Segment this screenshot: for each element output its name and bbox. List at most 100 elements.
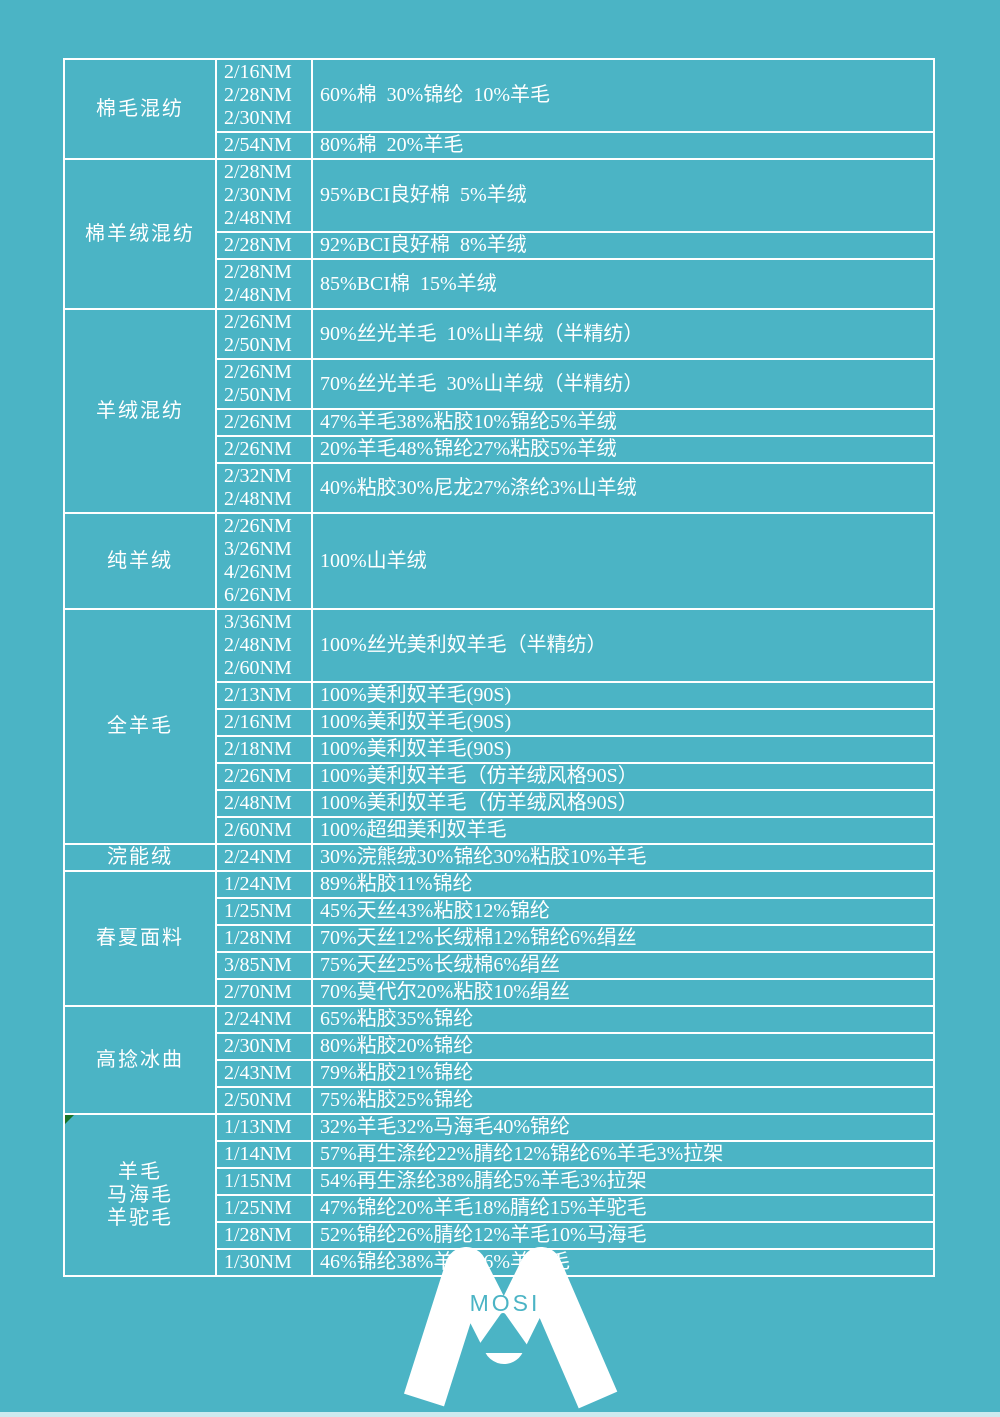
yarn-count-cell: 1/15NM bbox=[215, 1167, 313, 1196]
category-cell: 浣能绒 bbox=[63, 843, 217, 872]
logo-wordmark: MOSI bbox=[469, 1290, 541, 1316]
table-row: 羊毛 马海毛 羊驼毛 1/13NM 32%羊毛32%马海毛40%锦纶 bbox=[63, 1113, 935, 1277]
yarn-count-cell: 3/36NM 2/48NM 2/60NM bbox=[215, 608, 313, 683]
table-row: 棉羊绒混纺 2/28NM 2/30NM 2/48NM 95%BCI良好棉 5%羊绒 bbox=[63, 158, 935, 310]
table-row: 2/26NM 47%羊毛38%粘胶10%锦纶5%羊绒 bbox=[64, 408, 935, 437]
yarn-count-cell: 2/28NM 2/48NM bbox=[215, 258, 313, 310]
yarn-count-cell: 1/25NM bbox=[215, 897, 313, 926]
yarn-count-cell: 2/32NM 2/48NM bbox=[215, 462, 313, 514]
table-row: 3/85NM 75%天丝25%长绒棉6%绢丝 bbox=[64, 951, 935, 980]
composition-cell: 100%美利奴羊毛（仿羊绒风格90S） bbox=[311, 789, 935, 818]
yarn-count-cell: 2/26NM bbox=[215, 408, 313, 437]
composition-cell: 45%天丝43%粘胶12%锦纶 bbox=[311, 897, 935, 926]
table-row: 2/32NM 2/48NM 40%粘胶30%尼龙27%涤纶3%山羊绒 bbox=[64, 462, 935, 514]
yarn-count-cell: 2/30NM bbox=[215, 1032, 313, 1061]
table-row: 2/43NM 79%粘胶21%锦纶 bbox=[64, 1059, 935, 1088]
table-row: 2/60NM 100%超细美利奴羊毛 bbox=[64, 816, 935, 845]
composition-cell: 75%天丝25%长绒棉6%绢丝 bbox=[311, 951, 935, 980]
composition-cell: 100%美利奴羊毛(90S) bbox=[311, 735, 935, 764]
table-row: 1/15NM 54%再生涤纶38%腈纶5%羊毛3%拉架 bbox=[64, 1167, 935, 1196]
yarn-count-cell: 2/43NM bbox=[215, 1059, 313, 1088]
yarn-count-cell: 2/26NM bbox=[215, 435, 313, 464]
composition-cell: 65%粘胶35%锦纶 bbox=[311, 1005, 935, 1034]
category-cell: 羊毛 马海毛 羊驼毛 bbox=[63, 1113, 217, 1277]
table-row: 纯羊绒 2/26NM 3/26NM 4/26NM 6/26NM 100%山羊绒 bbox=[63, 512, 935, 610]
composition-cell: 80%棉 20%羊毛 bbox=[311, 131, 935, 160]
composition-cell: 30%浣熊绒30%锦纶30%粘胶10%羊毛 bbox=[311, 843, 935, 872]
bottom-edge-strip bbox=[0, 1412, 1000, 1417]
table-row: 2/48NM 100%美利奴羊毛（仿羊绒风格90S） bbox=[64, 789, 935, 818]
composition-cell: 100%美利奴羊毛(90S) bbox=[311, 708, 935, 737]
composition-cell: 60%棉 30%锦纶 10%羊毛 bbox=[311, 58, 935, 133]
yarn-count-cell: 2/16NM 2/28NM 2/30NM bbox=[215, 58, 313, 133]
yarn-count-cell: 2/28NM 2/30NM 2/48NM bbox=[215, 158, 313, 233]
composition-cell: 54%再生涤纶38%腈纶5%羊毛3%拉架 bbox=[311, 1167, 935, 1196]
yarn-count-cell: 2/18NM bbox=[215, 735, 313, 764]
table-row: 2/26NM 100%美利奴羊毛（仿羊绒风格90S） bbox=[64, 762, 935, 791]
table-row: 1/14NM 57%再生涤纶22%腈纶12%锦纶6%羊毛3%拉架 bbox=[64, 1140, 935, 1169]
composition-cell: 92%BCI良好棉 8%羊绒 bbox=[311, 231, 935, 260]
yarn-count-cell: 1/30NM bbox=[215, 1248, 313, 1277]
table-row: 1/30NM 46%锦纶38%羊毛16%羊驼毛 bbox=[64, 1248, 935, 1277]
composition-cell: 100%丝光美利奴羊毛（半精纺） bbox=[311, 608, 935, 683]
logo-m-icon bbox=[403, 1247, 618, 1409]
composition-cell: 75%粘胶25%锦纶 bbox=[311, 1086, 935, 1115]
composition-cell: 100%超细美利奴羊毛 bbox=[311, 816, 935, 845]
yarn-count-cell: 2/26NM 2/50NM bbox=[215, 358, 313, 410]
yarn-count-cell: 2/48NM bbox=[215, 789, 313, 818]
composition-cell: 70%丝光羊毛 30%山羊绒（半精纺） bbox=[311, 358, 935, 410]
yarn-count-cell: 1/14NM bbox=[215, 1140, 313, 1169]
composition-cell: 100%山羊绒 bbox=[311, 512, 935, 610]
category-cell: 高捻冰曲 bbox=[63, 1005, 217, 1115]
yarn-count-cell: 2/24NM bbox=[215, 843, 313, 872]
composition-cell: 85%BCI棉 15%羊绒 bbox=[311, 258, 935, 310]
fabric-table-body: 棉毛混纺 2/16NM 2/28NM 2/30NM 60%棉 30%锦纶 10%羊毛 2/… bbox=[63, 58, 935, 1277]
yarn-count-cell: 2/60NM bbox=[215, 816, 313, 845]
yarn-composition-table: 棉毛混纺 2/16NM 2/28NM 2/30NM 60%棉 30%锦纶 10%羊毛 2/… bbox=[63, 58, 935, 1277]
table-row: 浣能绒 2/24NM 30%浣熊绒30%锦纶30%粘胶10%羊毛 bbox=[63, 843, 935, 872]
table-row: 2/30NM 80%粘胶20%锦纶 bbox=[64, 1032, 935, 1061]
composition-cell: 80%粘胶20%锦纶 bbox=[311, 1032, 935, 1061]
yarn-count-cell: 3/85NM bbox=[215, 951, 313, 980]
category-cell: 羊绒混纺 bbox=[63, 308, 217, 514]
yarn-count-cell: 2/26NM bbox=[215, 762, 313, 791]
yarn-count-cell: 1/24NM bbox=[215, 870, 313, 899]
yarn-count-cell: 2/26NM 3/26NM 4/26NM 6/26NM bbox=[215, 512, 313, 610]
yarn-count-cell: 2/28NM bbox=[215, 231, 313, 260]
composition-cell: 100%美利奴羊毛(90S) bbox=[311, 681, 935, 710]
category-cell: 棉毛混纺 bbox=[63, 58, 217, 160]
table-row: 2/28NM 92%BCI良好棉 8%羊绒 bbox=[64, 231, 935, 260]
composition-cell: 40%粘胶30%尼龙27%涤纶3%山羊绒 bbox=[311, 462, 935, 514]
yarn-count-cell: 2/24NM bbox=[215, 1005, 313, 1034]
table-row: 春夏面料 1/24NM 89%粘胶11%锦纶 bbox=[63, 870, 935, 1007]
yarn-count-cell: 2/54NM bbox=[215, 131, 313, 160]
yarn-count-cell: 1/25NM bbox=[215, 1194, 313, 1223]
table-row: 全羊毛 3/36NM 2/48NM 2/60NM 100%丝光美利奴羊毛（半精纺） bbox=[63, 608, 935, 845]
table-row: 2/16NM 100%美利奴羊毛(90S) bbox=[64, 708, 935, 737]
table-row: 羊绒混纺 2/26NM 2/50NM 90%丝光羊毛 10%山羊绒（半精纺） bbox=[63, 308, 935, 514]
category-cell: 棉羊绒混纺 bbox=[63, 158, 217, 310]
yarn-count-cell: 1/13NM bbox=[215, 1113, 313, 1142]
table-row: 2/13NM 100%美利奴羊毛(90S) bbox=[64, 681, 935, 710]
composition-cell: 70%天丝12%长绒棉12%锦纶6%绢丝 bbox=[311, 924, 935, 953]
category-cell: 春夏面料 bbox=[63, 870, 217, 1007]
table-row: 1/28NM 52%锦纶26%腈纶12%羊毛10%马海毛 bbox=[64, 1221, 935, 1250]
composition-cell: 47%锦纶20%羊毛18%腈纶15%羊驼毛 bbox=[311, 1194, 935, 1223]
category-cell: 全羊毛 bbox=[63, 608, 217, 845]
yarn-count-cell: 2/70NM bbox=[215, 978, 313, 1007]
table-row: 1/25NM 47%锦纶20%羊毛18%腈纶15%羊驼毛 bbox=[64, 1194, 935, 1223]
table-row: 2/50NM 75%粘胶25%锦纶 bbox=[64, 1086, 935, 1115]
table-row: 高捻冰曲 2/24NM 65%粘胶35%锦纶 bbox=[63, 1005, 935, 1115]
yarn-count-cell: 2/13NM bbox=[215, 681, 313, 710]
composition-cell: 100%美利奴羊毛（仿羊绒风格90S） bbox=[311, 762, 935, 791]
composition-cell: 95%BCI良好棉 5%羊绒 bbox=[311, 158, 935, 233]
composition-cell: 52%锦纶26%腈纶12%羊毛10%马海毛 bbox=[311, 1221, 935, 1250]
yarn-count-cell: 2/26NM 2/50NM bbox=[215, 308, 313, 360]
table-row: 2/54NM 80%棉 20%羊毛 bbox=[64, 131, 935, 160]
table-row: 2/26NM 20%羊毛48%锦纶27%粘胶5%羊绒 bbox=[64, 435, 935, 464]
composition-cell: 46%锦纶38%羊毛16%羊驼毛 bbox=[311, 1248, 935, 1277]
composition-cell: 20%羊毛48%锦纶27%粘胶5%羊绒 bbox=[311, 435, 935, 464]
table-row: 2/70NM 70%莫代尔20%粘胶10%绢丝 bbox=[64, 978, 935, 1007]
mosi-logo: MOSI bbox=[375, 1238, 635, 1417]
table-row: 2/26NM 2/50NM 70%丝光羊毛 30%山羊绒（半精纺） bbox=[64, 358, 935, 410]
